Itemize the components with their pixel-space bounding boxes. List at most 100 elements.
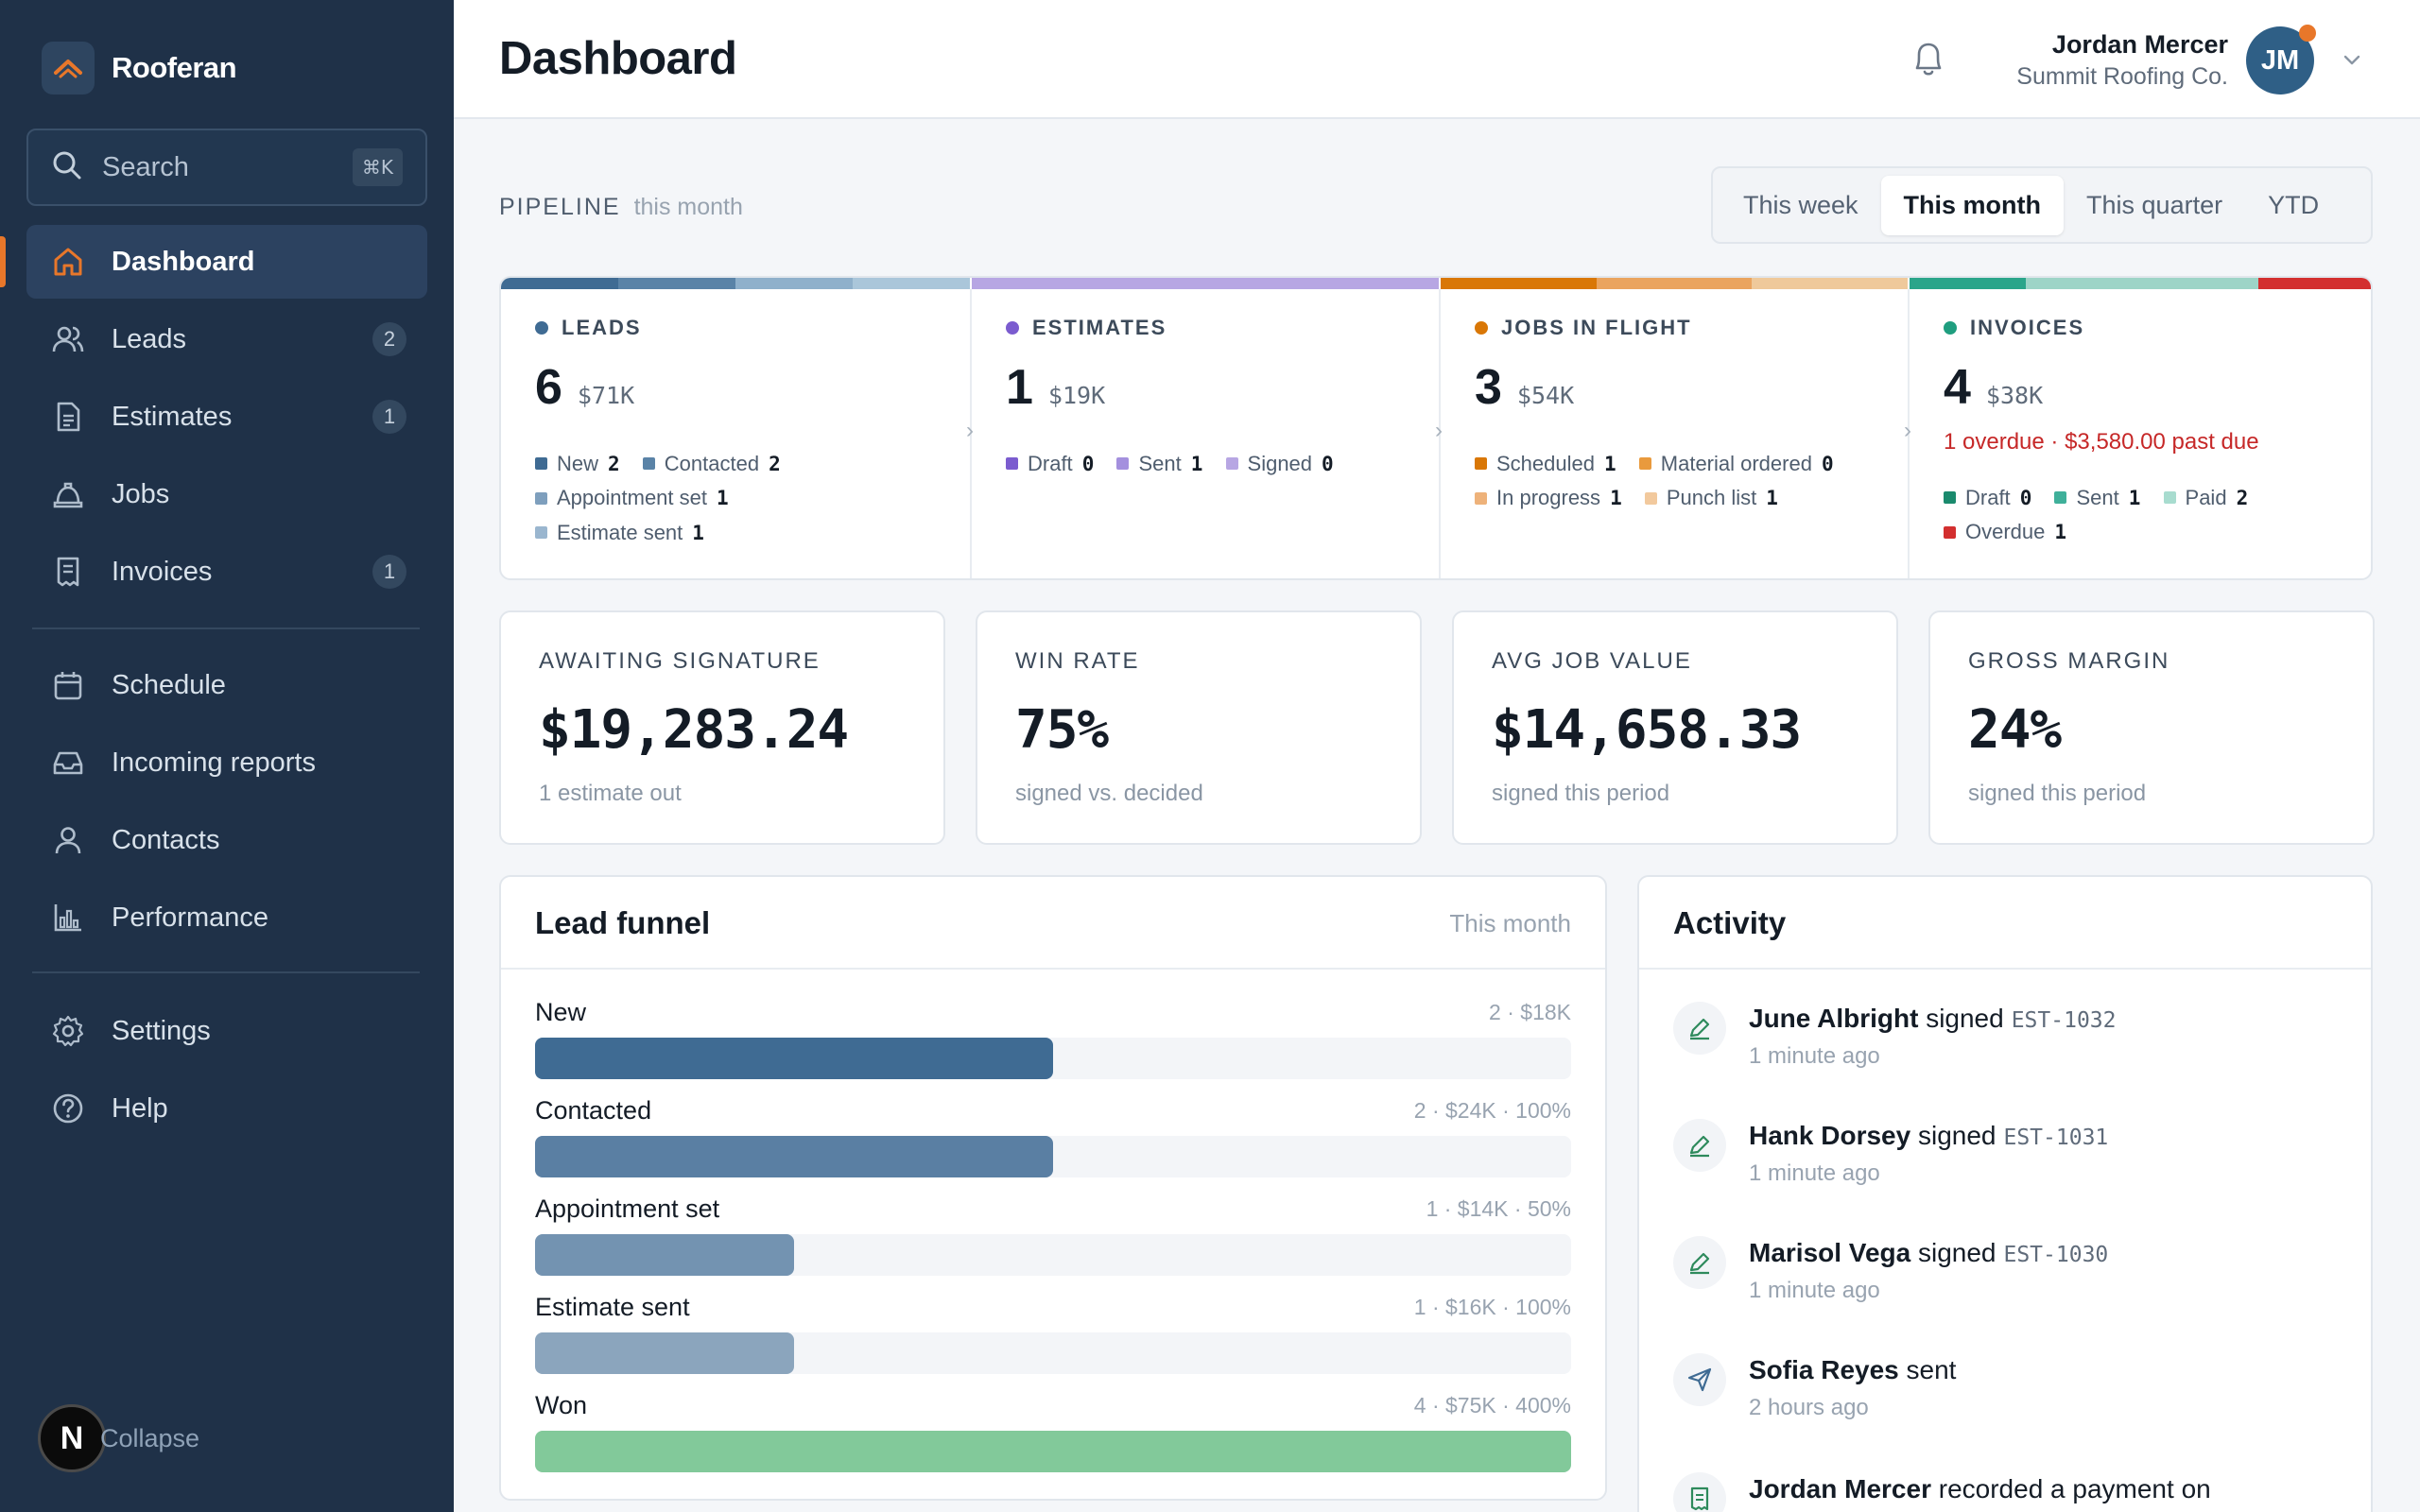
activity-time: 1 minute ago: [1749, 1043, 1880, 1069]
legend-swatch: [2054, 491, 2067, 504]
activity-reference[interactable]: EST-1030: [2003, 1243, 2109, 1267]
stage-count: 6 $71K: [535, 359, 634, 416]
users-icon: [49, 320, 87, 358]
sidebar-item-dashboard[interactable]: Dashboard: [0, 225, 427, 299]
funnel-row[interactable]: Contacted 2 · $24K · 100%: [535, 1096, 1571, 1183]
sidebar-item-settings[interactable]: Settings: [26, 994, 427, 1068]
search-shortcut: ⌘K: [352, 148, 403, 186]
stage-count-value: 3: [1475, 360, 1502, 415]
activity-actor[interactable]: Marisol Vega: [1749, 1238, 1911, 1267]
user-name: Jordan Mercer: [2051, 30, 2228, 59]
funnel-row[interactable]: Appointment set 1 · $14K · 50%: [535, 1194, 1571, 1281]
tertiary-nav: Settings Help: [26, 994, 427, 1149]
pipeline-stage-invoices[interactable]: INVOICES 4 $38K 1 overdue · $3,580.00 pas…: [1910, 278, 2371, 578]
activity-panel: Activity June Albright signed EST-1032 1 …: [1637, 875, 2373, 1512]
kpi-card-avg-job-value[interactable]: AVG JOB VALUE $14,658.33 signed this per…: [1452, 610, 1898, 845]
tab-this-week[interactable]: This week: [1743, 190, 1858, 219]
receipt-icon: [49, 553, 87, 591]
stage-title-text: ESTIMATES: [1032, 316, 1167, 339]
document-icon: [49, 398, 87, 436]
panel-title: Activity: [1673, 905, 1787, 940]
sidebar-item-schedule[interactable]: Schedule: [26, 648, 427, 722]
stage-legend: Draft 0 Sent 1 Paid 2 Overdue 1: [1944, 480, 2341, 549]
funnel-track: [535, 1234, 1571, 1276]
funnel-track: [535, 1332, 1571, 1374]
activity-reference[interactable]: EST-1032: [2011, 1008, 2117, 1033]
collapse-button[interactable]: N Collapse: [38, 1404, 199, 1472]
sidebar-item-help[interactable]: Help: [26, 1072, 427, 1145]
legend-swatch: [535, 457, 547, 470]
funnel-bar: [535, 1332, 794, 1374]
kpi-caption: 1 estimate out: [539, 781, 682, 806]
overdue-alert[interactable]: 1 overdue · $3,580.00 past due: [1944, 429, 2259, 455]
pipeline-stage-jobs[interactable]: JOBS IN FLIGHT 3 $54K Scheduled 1 Material…: [1441, 278, 1909, 578]
funnel-row[interactable]: New 2 · $18K: [535, 998, 1571, 1085]
chevron-down-icon[interactable]: [2341, 49, 2363, 77]
kpi-card-gross-margin[interactable]: GROSS MARGIN 24% signed this period: [1928, 610, 2375, 845]
tab-this-quarter[interactable]: This quarter: [2086, 190, 2223, 219]
sidebar-item-performance[interactable]: Performance: [26, 881, 427, 954]
legend-item: Sent 1: [2054, 481, 2140, 515]
tab-this-month[interactable]: This month: [1880, 175, 2065, 235]
sidebar-item-invoices[interactable]: Invoices 1: [26, 535, 427, 609]
search-box[interactable]: Search ⌘K: [26, 129, 427, 206]
user-info[interactable]: Jordan Mercer Summit Roofing Co.: [2016, 30, 2228, 91]
sidebar-item-estimates[interactable]: Estimates 1: [26, 380, 427, 454]
stage-dot: [1006, 321, 1019, 335]
legend-swatch: [2163, 491, 2176, 504]
legend-label: Overdue: [1965, 520, 2046, 543]
activity-text: June Albright signed EST-1032: [1749, 1004, 2116, 1034]
activity-actor[interactable]: Hank Dorsey: [1749, 1121, 1911, 1150]
sidebar-item-contacts[interactable]: Contacts: [26, 803, 427, 877]
stage-count: 4 $38K: [1944, 359, 2043, 416]
sidebar-item-leads[interactable]: Leads 2: [26, 302, 427, 376]
activity-reference[interactable]: EST-1031: [2003, 1125, 2109, 1150]
app-name: Rooferan: [112, 51, 237, 84]
legend-label: Signed: [1247, 451, 1313, 475]
stage-title: ESTIMATES: [1006, 316, 1167, 340]
collapse-label: Collapse: [100, 1423, 200, 1452]
panel-header: Lead funnel This month: [501, 877, 1605, 970]
pipeline-stage-estimates[interactable]: ESTIMATES 1 $19K Draft 0 Sent 1 Signed 0: [972, 278, 1439, 578]
stage-title: INVOICES: [1944, 316, 2084, 340]
funnel-stage-label: New: [535, 998, 587, 1026]
tab-ytd[interactable]: YTD: [2268, 190, 2320, 219]
legend-item: Material ordered 0: [1638, 447, 1834, 481]
funnel-stage-label: Won: [535, 1391, 588, 1419]
funnel-row[interactable]: Won 4 · $75K · 400%: [535, 1391, 1571, 1478]
sidebar-item-incoming-reports[interactable]: Incoming reports: [26, 726, 427, 799]
activity-verb: signed: [1917, 1121, 1996, 1150]
funnel-row[interactable]: Estimate sent 1 · $16K · 100%: [535, 1293, 1571, 1380]
sidebar-item-label: Settings: [112, 1015, 211, 1046]
legend-value: 1: [716, 487, 729, 509]
legend-item: New 2: [535, 447, 620, 481]
count-badge: 1: [372, 555, 406, 589]
kpi-label: AWAITING SIGNATURE: [539, 648, 821, 674]
activity-actor[interactable]: June Albright: [1749, 1004, 1919, 1033]
legend-item: Draft 0: [1006, 447, 1094, 481]
sidebar-item-jobs[interactable]: Jobs: [26, 457, 427, 531]
stage-bar-segment: [1596, 278, 1753, 289]
primary-nav: Dashboard Leads 2 Estimates 1 Jobs Invoi…: [0, 225, 427, 612]
stage-legend: Draft 0 Sent 1 Signed 0: [1006, 446, 1403, 481]
workspace-avatar[interactable]: N: [38, 1404, 106, 1472]
activity-actor[interactable]: Jordan Mercer: [1749, 1474, 1931, 1503]
stage-count-value: 4: [1944, 360, 1971, 415]
brand[interactable]: Rooferan: [42, 42, 237, 94]
stage-bar-segment: [853, 278, 970, 289]
activity-verb: recorded a payment on: [1938, 1474, 2211, 1503]
legend-swatch: [1944, 525, 1956, 539]
stage-count: 3 $54K: [1475, 359, 1574, 416]
kpi-card-awaiting-signature[interactable]: AWAITING SIGNATURE $19,283.24 1 estimate…: [499, 610, 945, 845]
stage-bar-segment: [2142, 278, 2258, 289]
sidebar-item-label: Performance: [112, 902, 269, 933]
calendar-icon: [49, 666, 87, 704]
funnel-bar: [535, 1038, 1053, 1079]
bell-icon[interactable]: [1910, 38, 1947, 84]
stage-count: 1 $19K: [1006, 359, 1105, 416]
activity-actor[interactable]: Sofia Reyes: [1749, 1355, 1899, 1384]
kpi-card-win-rate[interactable]: WIN RATE 75% signed vs. decided: [976, 610, 1422, 845]
legend-label: Sent: [2076, 485, 2119, 509]
kpi-label: GROSS MARGIN: [1968, 648, 2170, 674]
pipeline-stage-leads[interactable]: LEADS 6 $71K New 2 Contacted 2 Appointment …: [501, 278, 970, 578]
